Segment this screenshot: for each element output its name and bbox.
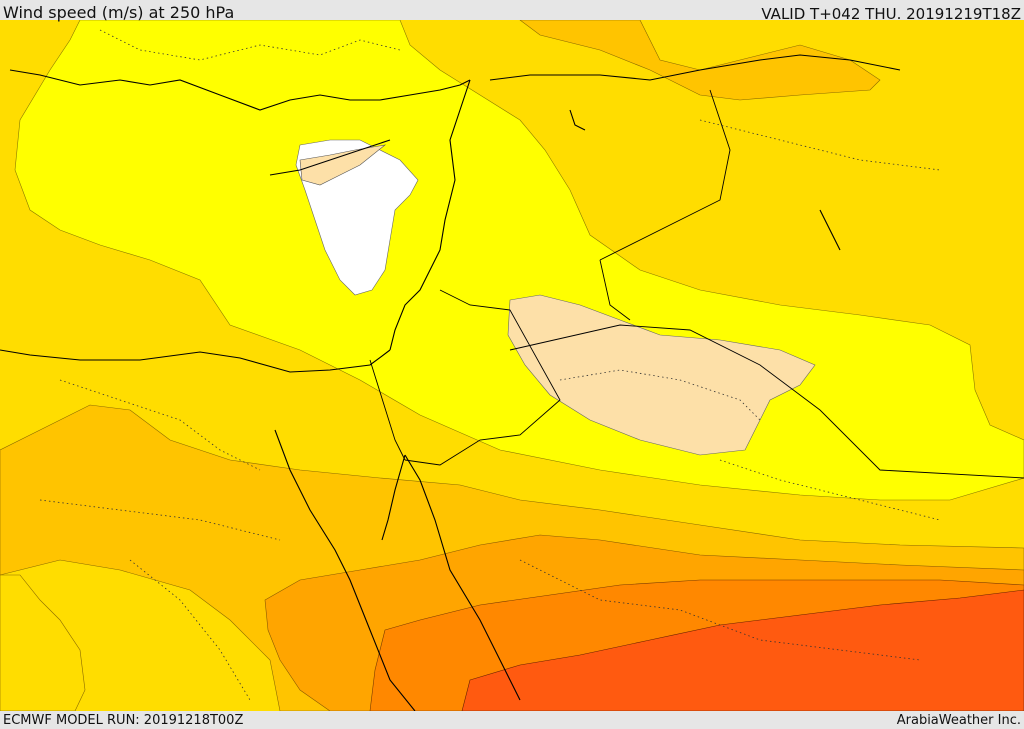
credit: ArabiaWeather Inc. [896,713,1021,728]
footer-bar [0,711,1024,729]
map-title: Wind speed (m/s) at 250 hPa [3,3,235,22]
band-elevated-north [519,20,881,101]
valid-time: VALID T+042 THU. 20191219T18Z [761,5,1021,23]
header-bar [0,0,1024,22]
band-low-light-east [507,294,816,456]
national-borders [369,89,1024,479]
regional-borders [39,29,941,701]
model-run: ECMWF MODEL RUN: 20191218T00Z [3,713,244,728]
coastlines [0,54,901,711]
band-low-light-cyprus [299,144,387,186]
band-moderate-sw [0,574,86,711]
band-jet-core [461,589,1024,711]
wind-speed-map [0,20,1024,711]
